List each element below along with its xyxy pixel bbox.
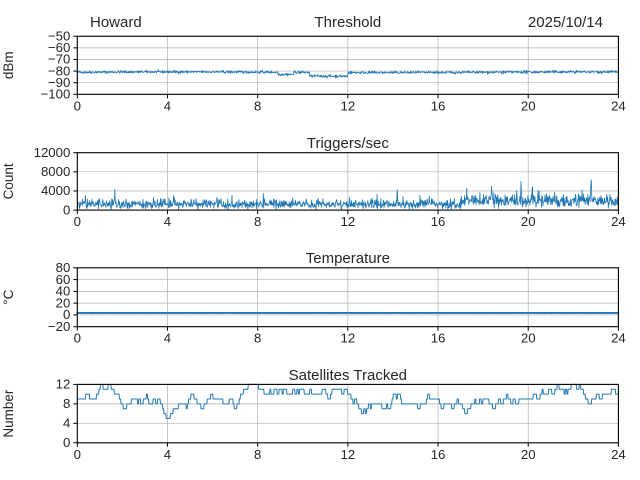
svg-text:16: 16 xyxy=(431,214,446,229)
svg-text:°C: °C xyxy=(1,289,16,304)
svg-text:0: 0 xyxy=(74,331,81,346)
svg-text:12: 12 xyxy=(341,98,356,113)
svg-text:24: 24 xyxy=(611,331,626,346)
svg-text:12: 12 xyxy=(341,331,356,346)
svg-text:0: 0 xyxy=(74,214,81,229)
svg-text:8: 8 xyxy=(254,98,261,113)
svg-text:0: 0 xyxy=(74,98,81,113)
svg-text:−20: −20 xyxy=(48,319,70,334)
svg-text:0: 0 xyxy=(74,447,81,462)
svg-text:8: 8 xyxy=(63,396,70,411)
svg-text:−100: −100 xyxy=(41,87,71,102)
svg-text:12: 12 xyxy=(341,447,356,462)
svg-text:16: 16 xyxy=(431,331,446,346)
svg-text:4: 4 xyxy=(164,98,171,113)
svg-text:24: 24 xyxy=(611,98,626,113)
svg-text:20: 20 xyxy=(521,214,536,229)
svg-text:12000: 12000 xyxy=(34,145,71,160)
svg-text:4000: 4000 xyxy=(41,183,70,198)
svg-text:4: 4 xyxy=(164,214,171,229)
svg-text:4: 4 xyxy=(164,447,171,462)
svg-text:Triggers/sec: Triggers/sec xyxy=(307,135,389,152)
svg-text:8000: 8000 xyxy=(41,164,70,179)
svg-text:Howard: Howard xyxy=(90,14,142,31)
svg-text:Satellites Tracked: Satellites Tracked xyxy=(289,367,407,384)
svg-text:Count: Count xyxy=(1,163,16,199)
svg-text:4: 4 xyxy=(164,331,171,346)
svg-text:0: 0 xyxy=(63,435,70,450)
svg-text:24: 24 xyxy=(611,447,626,462)
svg-text:dBm: dBm xyxy=(1,51,16,79)
svg-text:12: 12 xyxy=(341,214,356,229)
svg-text:16: 16 xyxy=(431,98,446,113)
svg-text:12: 12 xyxy=(56,377,71,392)
svg-text:4: 4 xyxy=(63,416,70,431)
svg-text:2025/10/14: 2025/10/14 xyxy=(528,14,603,31)
svg-text:Threshold: Threshold xyxy=(314,14,381,31)
svg-text:24: 24 xyxy=(611,214,626,229)
svg-text:8: 8 xyxy=(254,214,261,229)
svg-text:20: 20 xyxy=(521,331,536,346)
svg-text:8: 8 xyxy=(254,447,261,462)
svg-text:Number: Number xyxy=(1,389,16,438)
svg-text:8: 8 xyxy=(254,331,261,346)
svg-text:16: 16 xyxy=(431,447,446,462)
svg-text:20: 20 xyxy=(521,447,536,462)
svg-text:Temperature: Temperature xyxy=(306,250,390,267)
svg-text:20: 20 xyxy=(521,98,536,113)
svg-text:0: 0 xyxy=(63,202,70,217)
